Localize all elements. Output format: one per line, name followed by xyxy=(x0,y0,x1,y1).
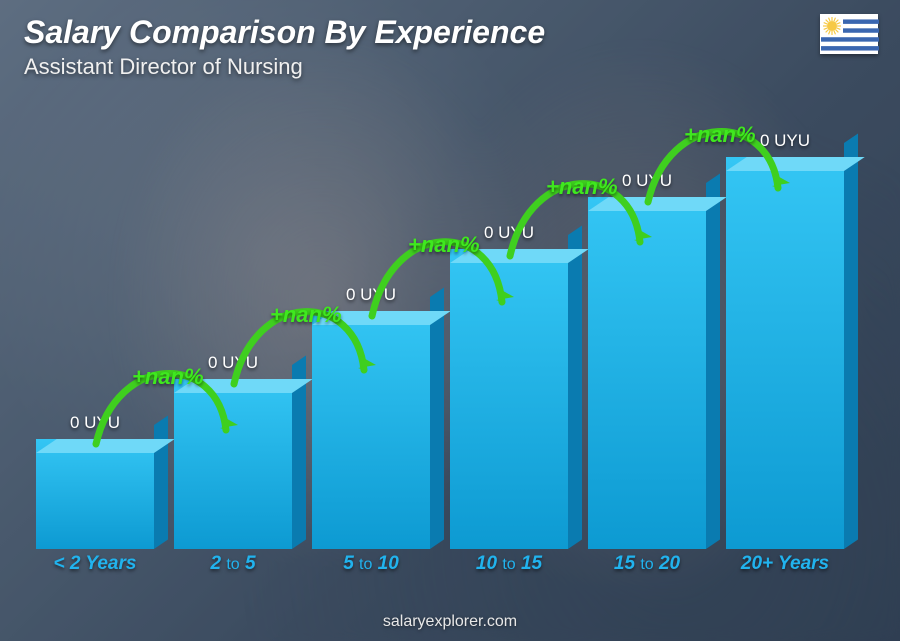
bar-body xyxy=(36,439,154,549)
bar-body xyxy=(726,157,844,549)
bar-body xyxy=(312,311,430,549)
x-axis-labels: < 2 Years 2 to 5 5 to 10 10 to 15 15 to 20 20… xyxy=(30,553,850,581)
bar-4: 0 UYU xyxy=(588,171,706,549)
x-axis-label: 20+ Years xyxy=(726,553,844,581)
x-axis-label: 15 to 20 xyxy=(588,553,706,581)
country-flag-uruguay xyxy=(820,14,878,54)
bar-body xyxy=(588,197,706,549)
bar-body xyxy=(174,379,292,549)
bar-2: 0 UYU xyxy=(312,285,430,549)
bars-container: 0 UYU 0 UYU 0 UYU 0 UYU 0 UYU 0 UYU xyxy=(30,110,850,549)
footer-attribution: salaryexplorer.com xyxy=(0,613,900,631)
bar-3: 0 UYU xyxy=(450,223,568,549)
bar-value-label: 0 UYU xyxy=(484,223,534,243)
bar-1: 0 UYU xyxy=(174,353,292,549)
bar-value-label: 0 UYU xyxy=(208,353,258,373)
bar-0: 0 UYU xyxy=(36,413,154,549)
bar-value-label: 0 UYU xyxy=(346,285,396,305)
bar-value-label: 0 UYU xyxy=(760,131,810,151)
x-axis-label: 5 to 10 xyxy=(312,553,430,581)
bar-chart: 0 UYU 0 UYU 0 UYU 0 UYU 0 UYU 0 UYU < 2 Years… xyxy=(30,110,850,581)
bar-body xyxy=(450,249,568,549)
chart-stage: Salary Comparison By Experience Assistan… xyxy=(0,0,900,641)
chart-subtitle: Assistant Director of Nursing xyxy=(24,54,303,80)
chart-title: Salary Comparison By Experience xyxy=(24,14,545,51)
bar-value-label: 0 UYU xyxy=(70,413,120,433)
x-axis-label: 2 to 5 xyxy=(174,553,292,581)
x-axis-label: 10 to 15 xyxy=(450,553,568,581)
bar-5: 0 UYU xyxy=(726,131,844,549)
bar-value-label: 0 UYU xyxy=(622,171,672,191)
x-axis-label: < 2 Years xyxy=(36,553,154,581)
